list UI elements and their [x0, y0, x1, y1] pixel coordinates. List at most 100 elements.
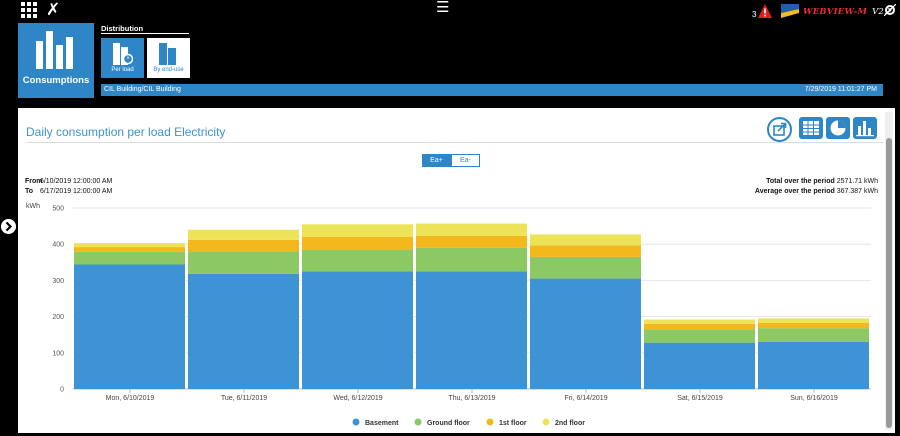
- consumptions-label: Consumptions: [22, 75, 90, 86]
- brand-title: WEBVIEW-M: [803, 7, 868, 17]
- legend-label: Ground floor: [427, 420, 470, 427]
- bar-segment: [644, 323, 755, 330]
- from-label: From: [25, 178, 43, 185]
- bar-segment: [758, 322, 869, 329]
- from-value: 6/10/2019 12:00:00 AM: [39, 178, 113, 185]
- bar-segment: [416, 223, 527, 236]
- tab-ea-minus[interactable]: Ea-: [451, 154, 480, 167]
- y-tick-label: 500: [52, 206, 64, 213]
- average-value: 367.387 kWh: [836, 188, 878, 195]
- breadcrumb-path[interactable]: CIL Building/CIL Building: [104, 86, 181, 93]
- x-tick-label: Fri, 6/14/2019: [564, 395, 607, 402]
- version-label: V2.2: [872, 7, 893, 17]
- bar-chart-icon: [36, 31, 73, 69]
- y-tick-label: 300: [52, 278, 64, 285]
- x-tick-label: Thu, 6/13/2019: [448, 395, 495, 402]
- scrollbar-thumb[interactable]: [886, 138, 892, 428]
- bar-segment: [644, 342, 755, 389]
- bar-segment: [74, 247, 185, 252]
- panel-title: Daily consumption per load Electricity: [26, 125, 226, 139]
- table-view-button[interactable]: [799, 117, 823, 139]
- timestamp: 7/29/2019 11:01:27 PM: [804, 86, 877, 93]
- bar-segment: [530, 256, 641, 279]
- bar-segment: [530, 278, 641, 389]
- table-icon: [803, 121, 819, 135]
- period-totals: Total over the period 2571.71 kWh Averag…: [618, 177, 878, 197]
- distribution-divider: [101, 33, 189, 34]
- to-value: 6/17/2019 12:00:00 AM: [39, 188, 113, 195]
- alert-count: 3: [752, 10, 757, 19]
- bar-segment: [74, 251, 185, 265]
- bar-segment: [188, 239, 299, 252]
- settings-icon[interactable]: [884, 4, 896, 16]
- bar-segment: [302, 249, 413, 272]
- expand-panel-icon[interactable]: [1, 219, 16, 234]
- hamburger-menu-icon[interactable]: ☰: [436, 0, 450, 16]
- bar-chart-icon: [856, 121, 874, 137]
- bar-segment: [302, 236, 413, 250]
- legend-marker: [352, 418, 360, 426]
- bar-segment: [74, 264, 185, 389]
- chart-panel: Daily consumption per load Electricity: [18, 108, 895, 433]
- x-tick-label: Sat, 6/15/2019: [677, 395, 723, 402]
- export-button[interactable]: [767, 117, 792, 142]
- x-tick-label: Wed, 6/12/2019: [333, 395, 382, 402]
- apps-grid-icon[interactable]: [21, 2, 37, 18]
- bar-segment: [758, 341, 869, 389]
- legend-marker: [414, 418, 422, 426]
- alert-triangle-icon[interactable]: [758, 4, 772, 18]
- bar-segment: [188, 229, 299, 240]
- x-tick-label: Tue, 6/11/2019: [221, 395, 267, 402]
- by-end-use-label: By end-use: [153, 67, 184, 73]
- total-label: Total over the period: [766, 178, 835, 185]
- legend-marker: [542, 418, 550, 426]
- consumptions-tile[interactable]: Consumptions: [18, 23, 94, 98]
- per-load-label: Per load: [111, 67, 134, 73]
- bar-segment: [416, 235, 527, 248]
- y-tick-label: 100: [52, 350, 64, 357]
- bar-segment: [644, 319, 755, 324]
- bar-segment: [530, 234, 641, 246]
- bar-segment: [416, 247, 527, 272]
- average-label: Average over the period: [754, 188, 835, 195]
- bar-segment: [758, 328, 869, 342]
- bar-segment: [188, 251, 299, 274]
- y-tick-label: 0: [60, 387, 64, 394]
- pie-view-button[interactable]: [826, 117, 850, 139]
- breadcrumb: CIL Building/CIL Building 7/29/2019 11:0…: [101, 84, 883, 96]
- total-value: 2571.71 kWh: [836, 178, 878, 185]
- bar-segment: [188, 273, 299, 389]
- distribution-label: Distribution: [101, 24, 144, 33]
- y-tick-label: 400: [52, 242, 64, 249]
- panel-divider: [26, 142, 883, 143]
- legend-label: 2nd floor: [555, 420, 585, 427]
- building-load-icon: [113, 43, 133, 65]
- pie-chart-icon: [830, 120, 846, 136]
- bar-view-button[interactable]: [853, 117, 877, 139]
- y-axis-label: kWh: [26, 203, 40, 210]
- export-icon: [773, 122, 787, 136]
- legend-label: 1st floor: [499, 420, 527, 427]
- energy-direction-toggle: Ea+ Ea-: [422, 154, 480, 167]
- bar-segment: [302, 224, 413, 237]
- brand-logo-icon: [781, 4, 799, 18]
- x-tick-label: Sun, 6/16/2019: [790, 395, 838, 402]
- brand-name: WEBVIEW-M V2.2: [803, 7, 893, 17]
- vertical-scrollbar[interactable]: [885, 112, 893, 430]
- y-tick-label: 200: [52, 314, 64, 321]
- to-label: To: [25, 188, 34, 195]
- x-tick-label: Mon, 6/10/2019: [106, 395, 155, 402]
- tools-icon[interactable]: ✗: [46, 0, 61, 19]
- tab-ea-plus[interactable]: Ea+: [422, 154, 451, 167]
- legend-label: Basement: [365, 420, 399, 427]
- by-end-use-tile[interactable]: By end-use: [147, 38, 190, 78]
- building-icon: [159, 43, 176, 65]
- legend-marker: [486, 418, 494, 426]
- bar-segment: [644, 329, 755, 343]
- bar-segment: [416, 271, 527, 389]
- top-bar: ✗ ☰ 3 WEBVIEW-M V2.2: [0, 0, 900, 22]
- bar-segment: [302, 271, 413, 389]
- per-load-tile[interactable]: Per load: [101, 38, 144, 78]
- bar-segment: [74, 243, 185, 248]
- bar-segment: [530, 245, 641, 257]
